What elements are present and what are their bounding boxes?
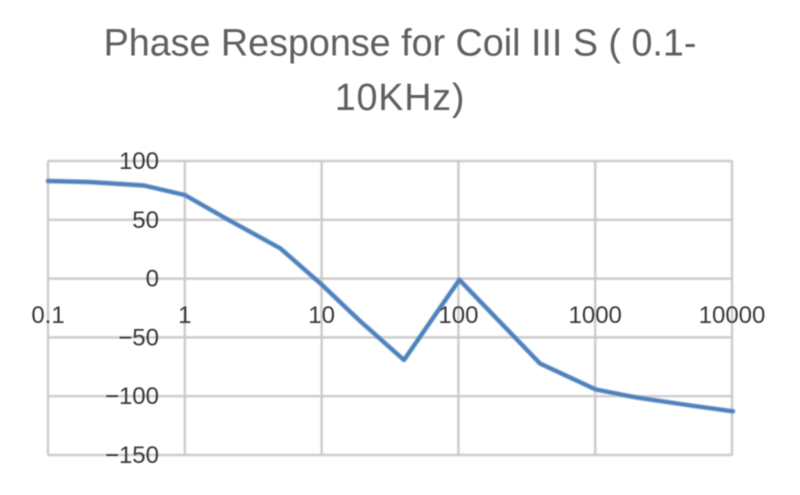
svg-text:10: 10 <box>308 302 335 329</box>
svg-text:50: 50 <box>132 207 159 234</box>
svg-text:−100: −100 <box>105 383 159 410</box>
svg-text:100: 100 <box>119 148 159 175</box>
svg-text:10KHz): 10KHz) <box>335 76 465 118</box>
svg-text:1000: 1000 <box>569 302 622 329</box>
svg-text:Phase Response for Coil III S: Phase Response for Coil III S ( 0.1- <box>104 22 697 64</box>
svg-text:−50: −50 <box>118 324 159 351</box>
svg-text:0: 0 <box>146 266 159 293</box>
svg-text:1: 1 <box>178 302 191 329</box>
svg-text:−150: −150 <box>105 442 159 469</box>
svg-text:100: 100 <box>438 302 478 329</box>
svg-text:0.1: 0.1 <box>31 302 64 329</box>
svg-text:10000: 10000 <box>699 302 766 329</box>
